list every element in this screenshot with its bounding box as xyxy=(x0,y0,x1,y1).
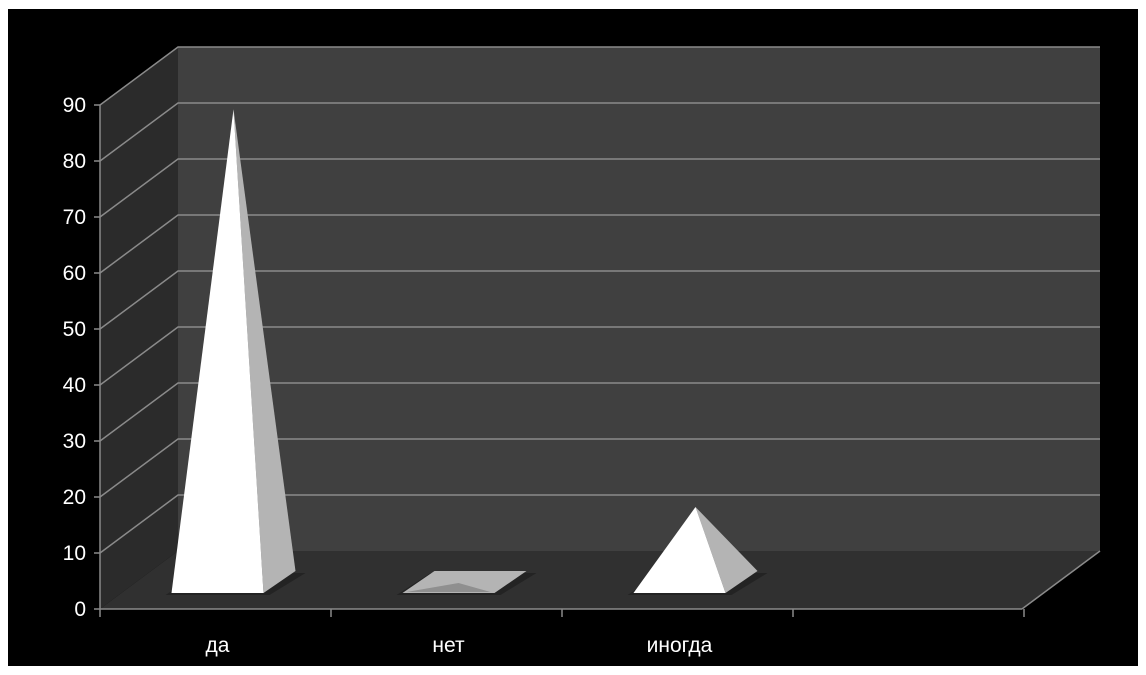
gridlines xyxy=(99,46,1100,554)
y-tick-label: 90 xyxy=(63,94,86,117)
y-tick-label: 80 xyxy=(63,150,86,173)
y-tick-label: 30 xyxy=(63,430,86,453)
category-label: иногда xyxy=(647,634,713,657)
pyramid-bar xyxy=(165,109,306,595)
y-tick-label: 10 xyxy=(63,542,86,565)
floor xyxy=(100,551,1100,609)
gridline xyxy=(99,102,1100,162)
axes xyxy=(94,104,1101,617)
gridline xyxy=(99,438,1100,498)
side-wall xyxy=(100,47,178,609)
category-label: да xyxy=(206,634,230,657)
gridline xyxy=(99,494,1100,554)
y-tick-label: 60 xyxy=(63,262,86,285)
pyramid-bar xyxy=(627,507,768,595)
pyramid-front-face xyxy=(171,109,264,594)
back-wall xyxy=(178,47,1100,551)
y-tick-label: 0 xyxy=(74,598,86,621)
gridline xyxy=(99,326,1100,386)
pyramid-bar xyxy=(396,571,537,595)
y-tick-label: 40 xyxy=(63,374,86,397)
gridline xyxy=(99,158,1100,218)
category-labels: да нет иногда xyxy=(206,634,713,657)
chart-frame: 0 10 20 30 40 50 60 70 80 90 да нет иногда xyxy=(8,9,1138,666)
floor-right-edge xyxy=(1021,550,1101,610)
pyramid-front-face xyxy=(406,583,491,592)
gridline xyxy=(99,46,1100,106)
pyramid-side-face xyxy=(695,507,758,593)
y-tick-labels: 0 10 20 30 40 50 60 70 80 90 xyxy=(63,94,86,621)
pyramid-bars xyxy=(165,109,768,595)
y-tick-label: 70 xyxy=(63,206,86,229)
gridline xyxy=(99,270,1100,330)
gridline xyxy=(99,214,1100,274)
pyramid-front-face xyxy=(633,507,726,593)
category-label: нет xyxy=(432,634,465,657)
y-tick-label: 50 xyxy=(63,318,86,341)
chart-svg: 0 10 20 30 40 50 60 70 80 90 да нет иногда xyxy=(63,46,1101,657)
pyramid-side-face xyxy=(233,109,296,594)
chart-walls xyxy=(100,47,1100,609)
y-tick-label: 20 xyxy=(63,486,86,509)
gridline xyxy=(99,382,1100,442)
